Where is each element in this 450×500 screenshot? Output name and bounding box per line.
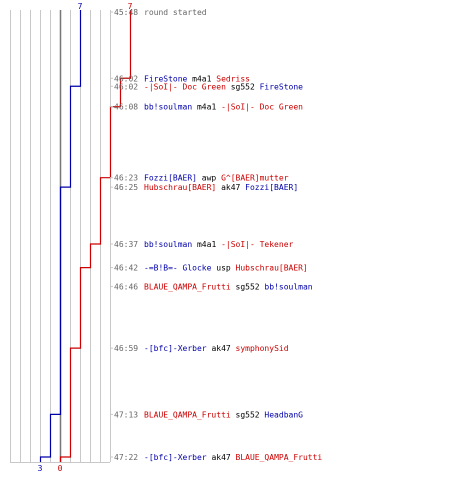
event-victim: -|SoI|- Tekener [221,240,293,249]
event-time: 46:59 [114,344,138,353]
event-time: 45:48 [114,8,138,17]
lines-layer [39,10,132,462]
event-weapon: awp [197,174,221,183]
event-weapon: sg552 [231,283,265,292]
event-killer: BLAUE_QAMPA_Frutti [144,283,231,292]
event-time: 46:08 [114,103,138,112]
event-line: bb!soulman m4a1 -|SoI|- Doc Green [144,103,303,112]
event-killer: Hubschrau[BAER] [144,183,216,192]
event-killer: -=B!B=- Glocke [144,264,212,273]
event-killer: -|SoI|- Doc Green [144,82,226,91]
event-killer: Fozzi[BAER] [144,174,197,183]
event-line: Hubschrau[BAER] ak47 Fozzi[BAER] [144,183,298,192]
event-victim: Sedriss [216,74,250,83]
event-killer: -[bfc]-Xerber [144,344,207,353]
event-time: 46:23 [114,174,138,183]
event-killer: FireStone [144,74,188,83]
event-line: -|SoI|- Doc Green sg552 FireStone [144,82,303,91]
event-time: 46:42 [114,264,138,273]
blue-end-label: 3 [38,464,43,473]
red-end-label: 0 [58,464,63,473]
event-victim: FireStone [260,82,304,91]
event-line: round started [144,8,207,17]
event-weapon: usp [211,264,235,273]
red-team-line [59,10,132,462]
event-line: -[bfc]-Xerber ak47 symphonySid [144,344,289,353]
event-weapon: ak47 [207,344,236,353]
event-line: -[bfc]-Xerber ak47 BLAUE_QAMPA_Frutti [144,453,322,462]
event-time: 47:13 [114,410,138,419]
event-killer: bb!soulman [144,103,192,112]
event-victim: bb!soulman [264,283,312,292]
event-victim: Fozzi[BAER] [245,183,298,192]
event-line: BLAUE_QAMPA_Frutti sg552 bb!soulman [144,283,313,292]
event-weapon: sg552 [226,82,260,91]
event-weapon: ak47 [216,183,245,192]
event-killer: BLAUE_QAMPA_Frutti [144,410,231,419]
event-line: bb!soulman m4a1 -|SoI|- Tekener [144,240,294,249]
event-weapon: m4a1 [192,240,221,249]
event-weapon: ak47 [207,453,236,462]
red-start-label: 7 [128,2,133,11]
event-killer: bb!soulman [144,240,192,249]
event-victim: Hubschrau[BAER] [236,264,308,273]
event-line: FireStone m4a1 Sedriss [144,74,250,83]
event-killer: -[bfc]-Xerber [144,453,207,462]
event-victim: HeadbanG [264,410,303,419]
event-victim: -|SoI|- Doc Green [221,103,303,112]
event-weapon: sg552 [231,410,265,419]
event-time: 46:37 [114,240,138,249]
event-weapon: m4a1 [192,103,221,112]
event-time: 46:25 [114,183,138,192]
events-layer: 45:48 round started 46:02 FireStone m4a1 Se… [110,8,322,462]
event-victim: symphonySid [236,344,289,353]
event-time: 47:22 [114,453,138,462]
event-line: Fozzi[BAER] awp G^[BAER]mutter [144,174,289,183]
event-time: 46:46 [114,283,138,292]
event-victim: BLAUE_QAMPA_Frutti [236,453,323,462]
labels-layer: 7 3 7 0 [38,2,133,473]
blue-team-line [39,10,82,462]
event-time: 46:02 [114,82,138,91]
event-weapon: m4a1 [187,74,216,83]
event-line: -=B!B=- Glocke usp Hubschrau[BAER] [144,264,308,273]
event-victim: G^[BAER]mutter [221,174,289,183]
blue-start-label: 7 [78,2,83,11]
event-note: round started [144,8,207,17]
event-time: 46:02 [114,74,138,83]
event-line: BLAUE_QAMPA_Frutti sg552 HeadbanG [144,410,303,419]
